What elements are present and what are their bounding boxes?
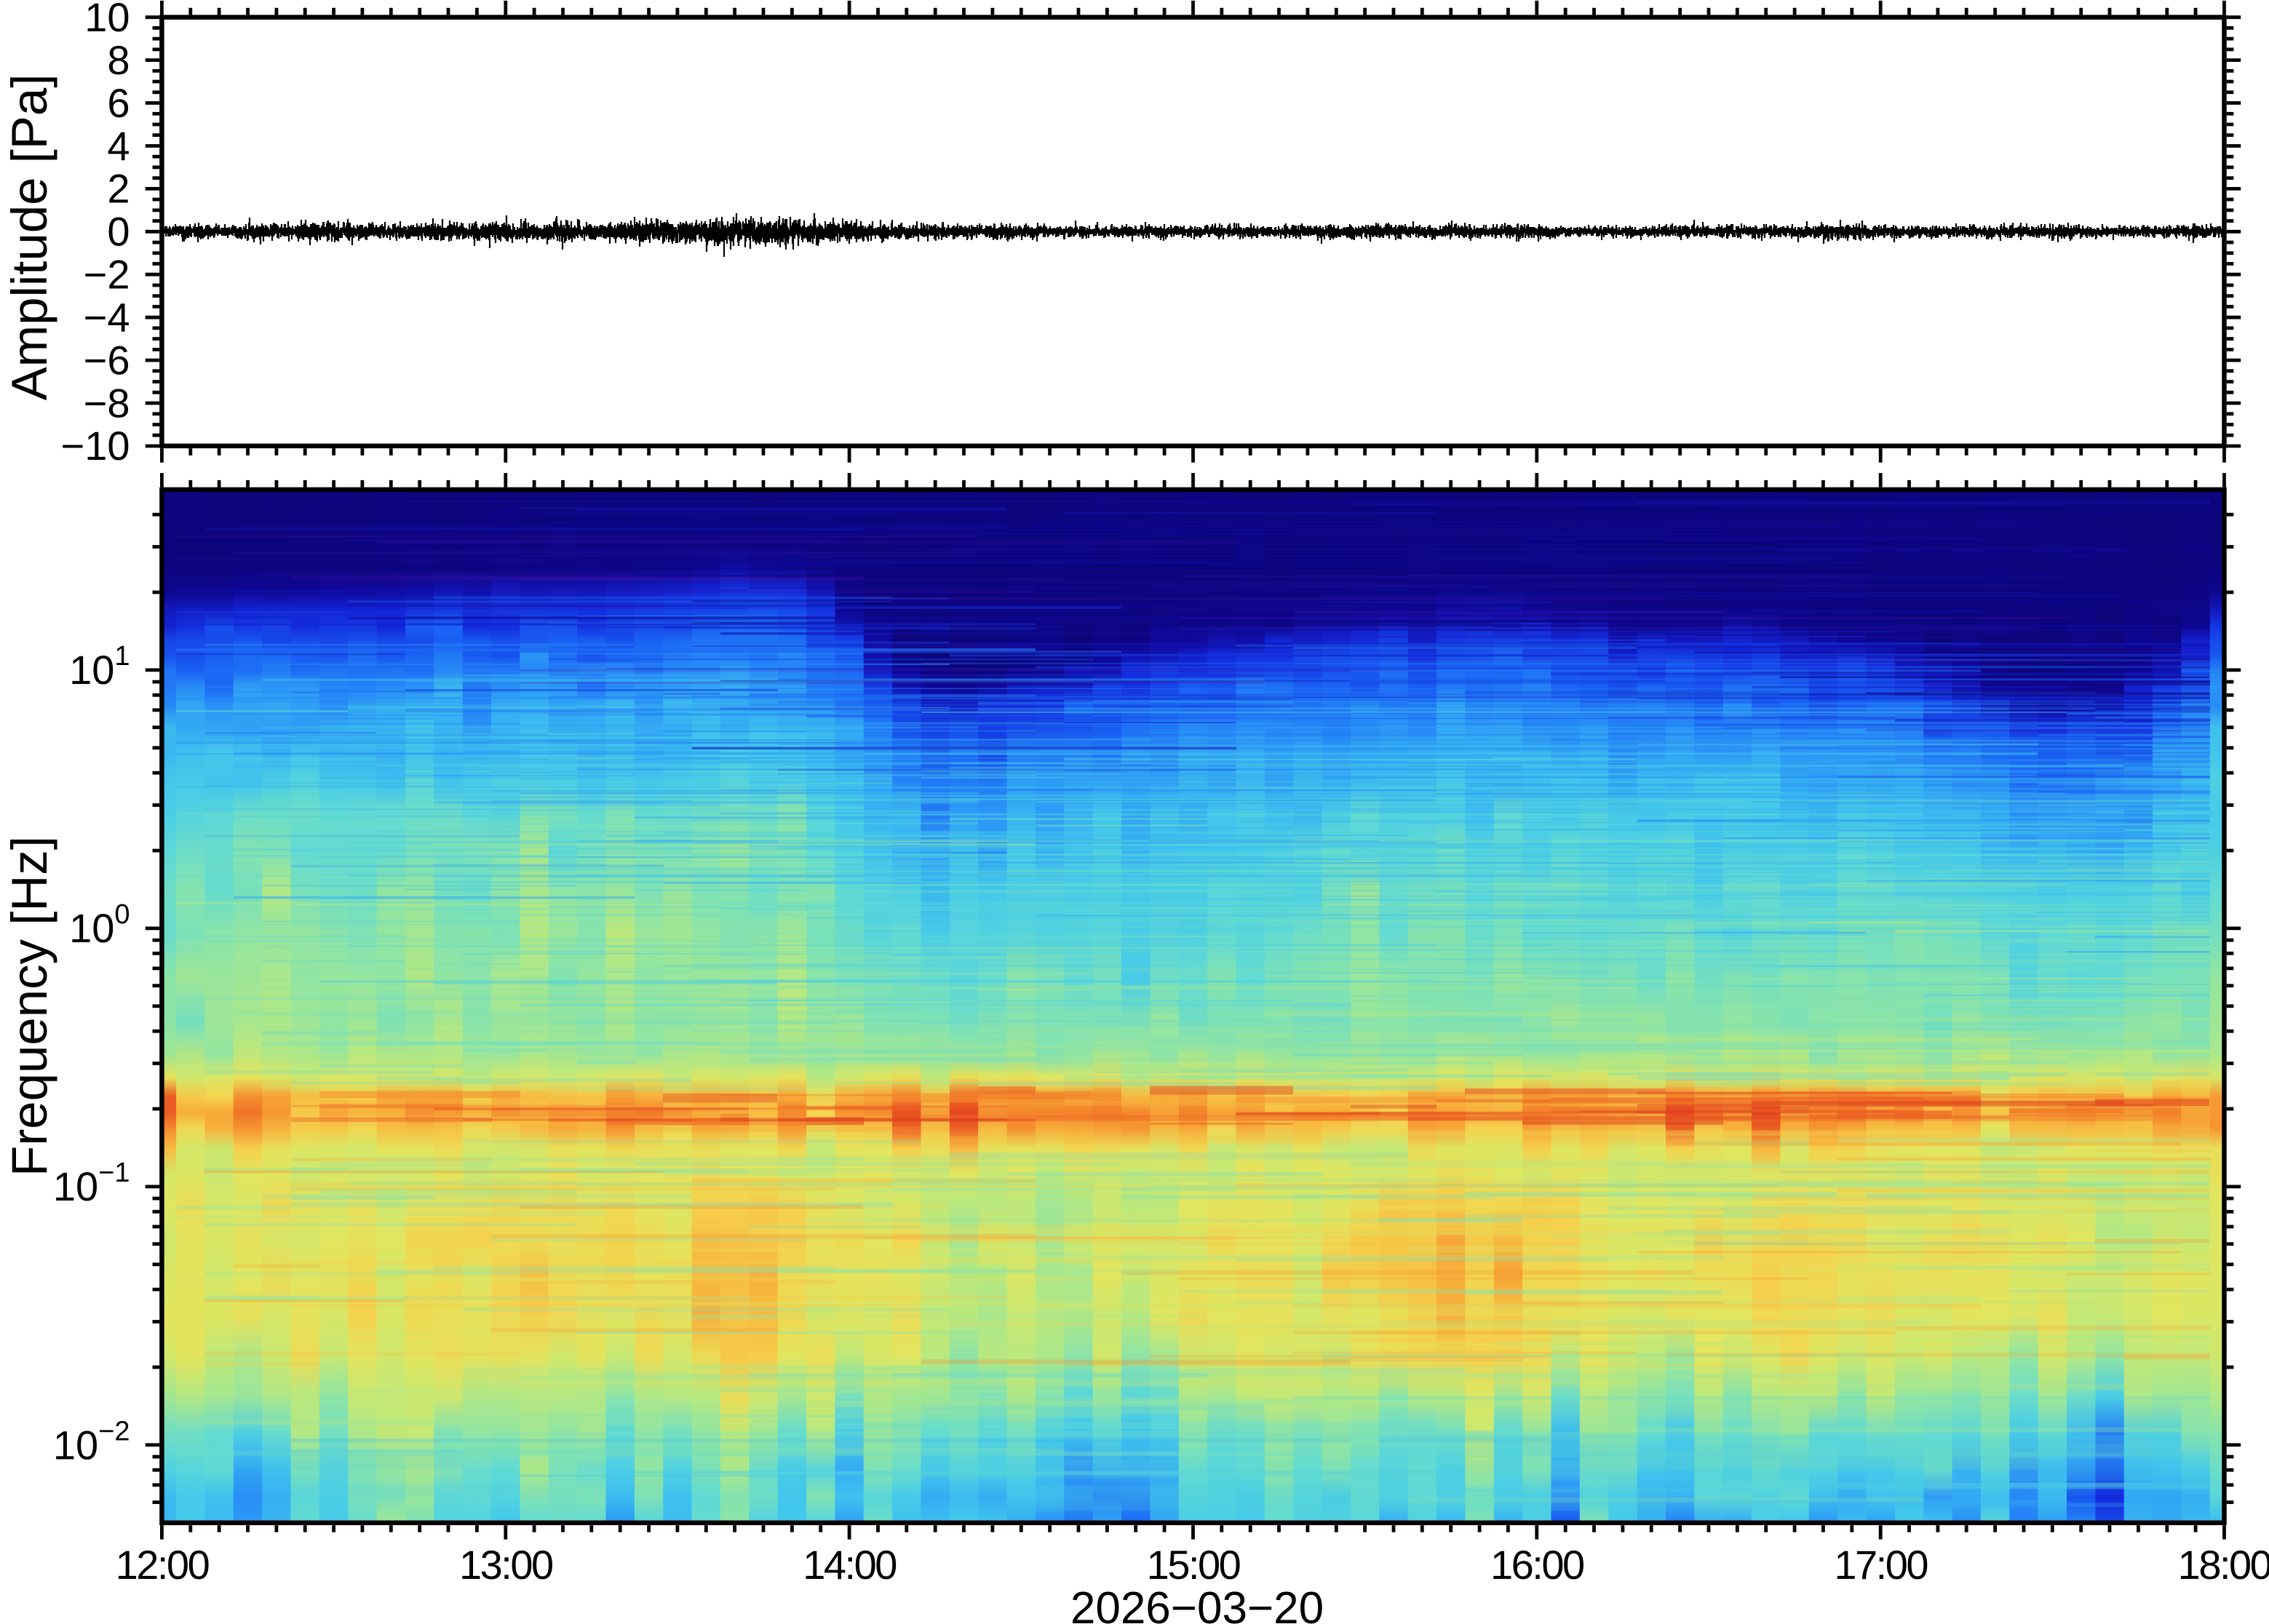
svg-text:Amplitude [Pa]: Amplitude [Pa]: [1, 74, 57, 401]
svg-text:12:00: 12:00: [116, 1542, 209, 1588]
svg-text:2: 2: [107, 166, 130, 212]
svg-text:17:00: 17:00: [1834, 1542, 1927, 1588]
svg-text:0: 0: [107, 209, 130, 255]
svg-text:−4: −4: [84, 295, 130, 341]
svg-text:18:00: 18:00: [2178, 1542, 2269, 1588]
svg-text:10: 10: [84, 0, 130, 40]
svg-text:16:00: 16:00: [1490, 1542, 1583, 1588]
svg-text:−10: −10: [61, 423, 130, 469]
svg-text:8: 8: [107, 37, 130, 83]
svg-text:4: 4: [107, 123, 130, 169]
svg-text:15:00: 15:00: [1147, 1542, 1240, 1588]
svg-text:2026−03−20: 2026−03−20: [1070, 1583, 1324, 1624]
svg-text:101: 101: [69, 641, 130, 693]
svg-text:−2: −2: [84, 252, 130, 298]
svg-text:13:00: 13:00: [459, 1542, 552, 1588]
svg-text:14:00: 14:00: [803, 1542, 896, 1588]
svg-text:Frequency [Hz]: Frequency [Hz]: [1, 836, 57, 1177]
svg-text:−8: −8: [84, 380, 130, 426]
svg-text:6: 6: [107, 80, 130, 126]
svg-text:−6: −6: [84, 337, 130, 383]
